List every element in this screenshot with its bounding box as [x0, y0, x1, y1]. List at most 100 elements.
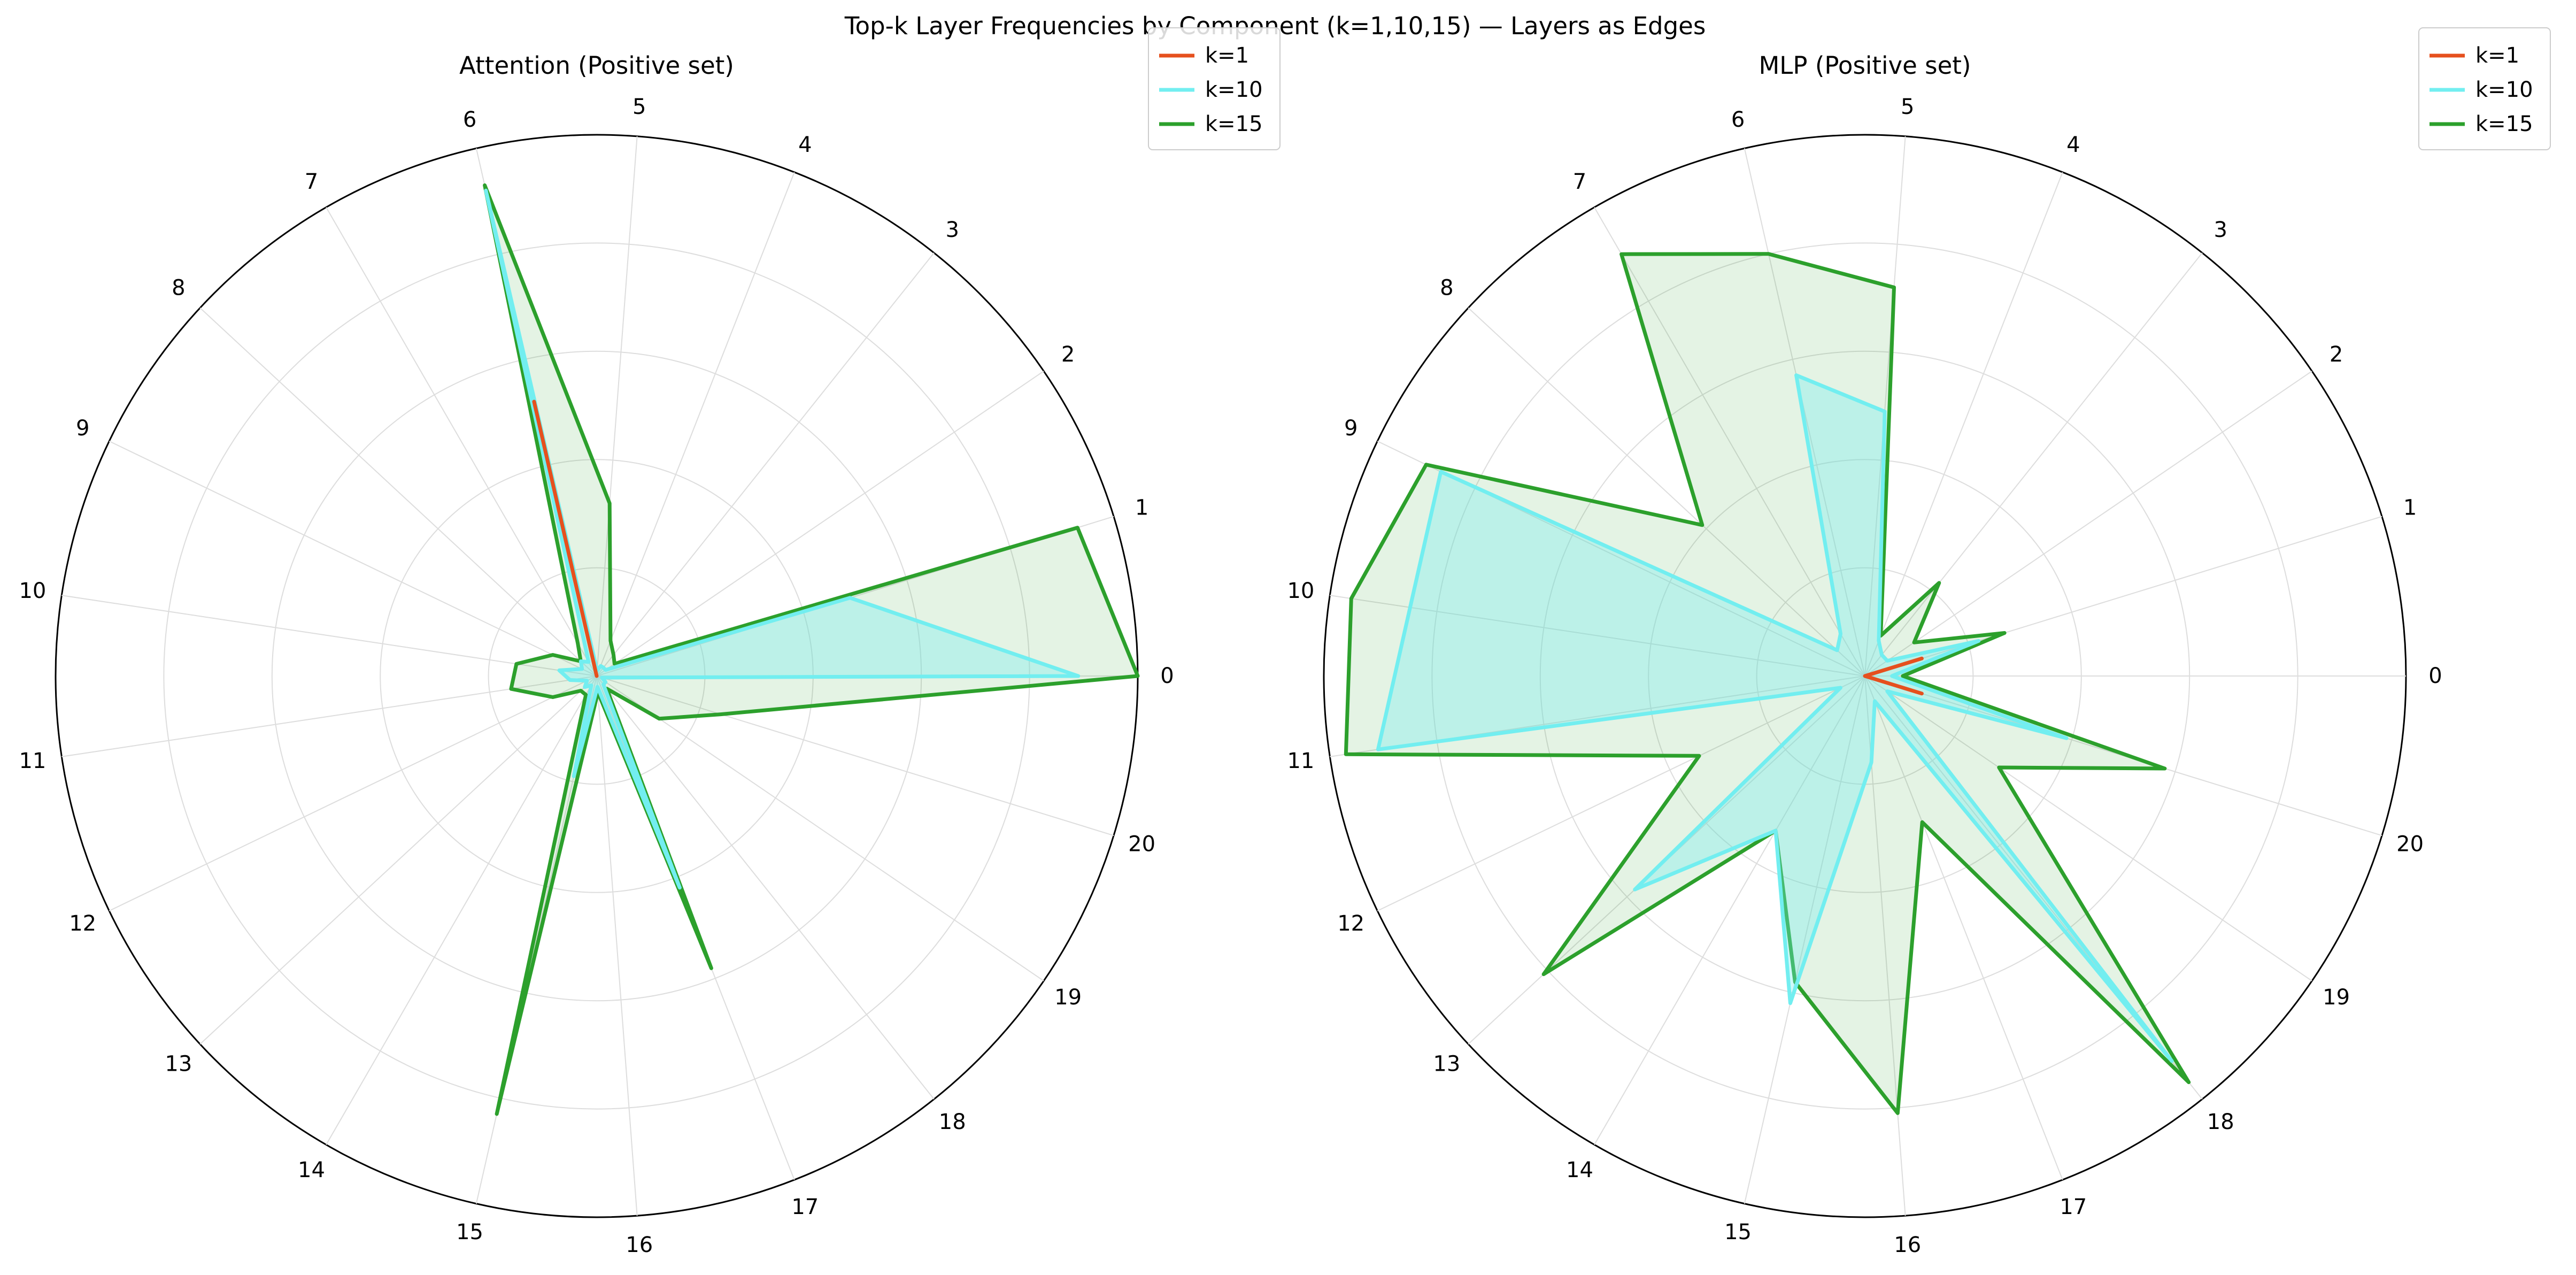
- attention-legend-item-k-15: k=15: [1159, 112, 1263, 136]
- mlp-grid: [1323, 134, 2407, 1218]
- attention-category-label-20: 20: [1128, 832, 1155, 857]
- attention-spoke-18: [596, 675, 935, 1100]
- attention-spoke-13: [199, 675, 597, 1045]
- mlp-category-label-11: 11: [1287, 749, 1314, 773]
- attention-series-k-1: [532, 400, 599, 678]
- mlp-legend-item-k-15: k=15: [2430, 112, 2533, 136]
- attention-series-k-10: [484, 188, 1081, 890]
- attention-spoke-12: [109, 675, 597, 911]
- attention-legend-label-k-10: k=10: [1205, 78, 1263, 102]
- attention-category-label-6: 6: [463, 107, 476, 132]
- attention-area-k-15: [484, 185, 1138, 1114]
- attention-category-label-4: 4: [798, 133, 812, 157]
- attention-category-label-17: 17: [791, 1195, 819, 1219]
- attention-category-label-19: 19: [1054, 985, 1082, 1010]
- mlp-chart-title: MLP (Positive set): [1759, 51, 1971, 80]
- attention-category-label-12: 12: [69, 911, 96, 936]
- attention-spoke-8: [199, 307, 597, 677]
- mlp-category-label-16: 16: [1894, 1233, 1921, 1257]
- attention-spoke-3: [596, 252, 935, 677]
- mlp-category-label-3: 3: [2214, 218, 2227, 242]
- attention-chart-title: Attention (Positive set): [459, 51, 734, 80]
- mlp-line-k-1: [1863, 656, 1924, 696]
- attention-category-label-11: 11: [19, 749, 46, 773]
- mlp-spoke-5: [1864, 136, 1906, 677]
- mlp-category-label-12: 12: [1337, 911, 1364, 936]
- mlp-legend-label-k-1: k=1: [2475, 43, 2519, 68]
- attention-spoke-19: [596, 675, 1044, 981]
- attention-legend-label-k-15: k=15: [1205, 112, 1263, 136]
- mlp-legend: k=1 k=10 k=15: [2418, 27, 2551, 150]
- mlp-spoke-17: [1864, 675, 2063, 1180]
- mlp-category-label-13: 13: [1433, 1052, 1460, 1077]
- attention-spoke-14: [326, 675, 597, 1145]
- attention-series: [483, 183, 1140, 1116]
- attention-legend-item-k-10: k=10: [1159, 78, 1263, 102]
- mlp-legend-item-k-1: k=1: [2430, 43, 2519, 68]
- mlp-legend-item-k-10: k=10: [2430, 78, 2533, 102]
- attention-line-k-1: [532, 400, 599, 678]
- mlp-category-label-14: 14: [1566, 1158, 1593, 1182]
- mlp-line-k-15: [1344, 252, 2191, 1115]
- mlp-spoke-19: [1864, 675, 2312, 981]
- attention-category-label-2: 2: [1061, 342, 1075, 367]
- attention-category-label-18: 18: [939, 1110, 966, 1134]
- attention-legend: k=1 k=10 k=15: [1148, 27, 1281, 150]
- mlp-category-label-7: 7: [1573, 170, 1586, 194]
- attention-spoke-11: [61, 675, 597, 757]
- mlp-series-k-10: [1376, 373, 2174, 1063]
- attention-line-k-10: [484, 188, 1081, 890]
- mlp-legend-label-k-15: k=15: [2475, 112, 2533, 136]
- mlp-series-k-1: [1863, 656, 1924, 696]
- mlp-radar-chart: MLP (Positive set) 012345678910111213141…: [1287, 27, 2551, 1257]
- attention-spoke-10: [61, 595, 597, 677]
- mlp-series: [1344, 252, 2191, 1115]
- attention-radar-chart: Attention (Positive set) 012345678910111…: [19, 27, 1281, 1257]
- mlp-category-label-2: 2: [2330, 342, 2343, 367]
- mlp-spoke-3: [1864, 252, 2203, 677]
- mlp-spoke-4: [1864, 172, 2063, 677]
- attention-category-label-1: 1: [1135, 495, 1148, 520]
- attention-category-label-13: 13: [165, 1052, 192, 1077]
- attention-spoke-20: [596, 675, 1114, 836]
- mlp-spoke-2: [1864, 371, 2312, 677]
- attention-spoke-5: [596, 136, 638, 677]
- mlp-category-label-0: 0: [2428, 664, 2442, 688]
- attention-category-label-9: 9: [76, 416, 89, 441]
- mlp-category-label-10: 10: [1287, 579, 1314, 603]
- mlp-category-label-5: 5: [1901, 95, 1914, 119]
- attention-category-label-0: 0: [1160, 664, 1174, 688]
- mlp-spoke-1: [1864, 516, 2382, 677]
- mlp-spoke-15: [1744, 675, 1865, 1204]
- mlp-category-label-20: 20: [2396, 832, 2424, 857]
- attention-spoke-2: [596, 371, 1044, 677]
- mlp-legend-box: [2418, 27, 2551, 150]
- attention-category-label-15: 15: [456, 1220, 483, 1245]
- mlp-category-label-4: 4: [2066, 133, 2080, 157]
- mlp-category-label-15: 15: [1724, 1220, 1752, 1245]
- attention-category-label-14: 14: [298, 1158, 325, 1182]
- attention-category-label-8: 8: [172, 275, 185, 300]
- mlp-category-label-1: 1: [2403, 495, 2417, 520]
- mlp-area-k-10: [1378, 375, 2172, 1061]
- attention-category-label-7: 7: [305, 170, 318, 194]
- mlp-spoke-10: [1330, 595, 1865, 677]
- attention-category-label-5: 5: [633, 95, 646, 119]
- attention-legend-label-k-1: k=1: [1205, 43, 1249, 68]
- mlp-category-label-8: 8: [1440, 275, 1453, 300]
- attention-spoke-9: [109, 441, 597, 677]
- attention-spoke-7: [326, 207, 597, 677]
- mlp-spoke-7: [1594, 207, 1865, 677]
- attention-category-label-16: 16: [626, 1233, 653, 1257]
- attention-category-label-3: 3: [946, 218, 959, 242]
- mlp-line-k-10: [1376, 373, 2174, 1063]
- attention-legend-box: [1148, 27, 1281, 150]
- mlp-series-k-15: [1344, 252, 2191, 1115]
- mlp-category-label-18: 18: [2207, 1110, 2234, 1134]
- mlp-spoke-8: [1468, 307, 1865, 677]
- attention-spoke-16: [596, 675, 638, 1216]
